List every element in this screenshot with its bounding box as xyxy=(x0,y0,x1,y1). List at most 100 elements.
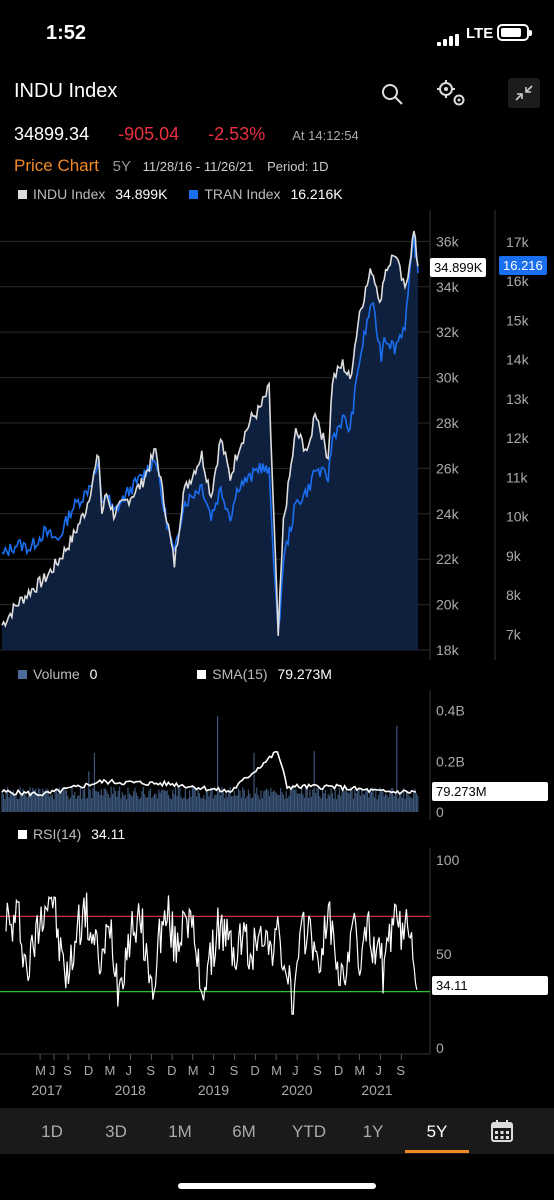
y-tick-label-left: 26k xyxy=(436,460,460,476)
page-title: INDU Index xyxy=(14,80,118,102)
period-1d[interactable]: 1D xyxy=(41,1122,63,1141)
status-time: 1:52 xyxy=(46,22,87,44)
date-range: 11/28/16 - 11/26/21 xyxy=(142,159,254,174)
settings-icon[interactable] xyxy=(434,78,468,110)
rsi-line xyxy=(5,892,418,1015)
signal-icon xyxy=(437,28,461,46)
x-tick-label: D xyxy=(84,1063,93,1078)
net-change: -905.04 xyxy=(118,124,180,144)
period-6m[interactable]: 6M xyxy=(232,1122,256,1141)
period-ytd[interactable]: YTD xyxy=(292,1122,326,1141)
tran-swatch xyxy=(189,190,199,199)
x-tick-label: M xyxy=(354,1063,365,1078)
y-tick-label-left: 30k xyxy=(436,370,460,386)
status-bar: 1:52 LTE xyxy=(0,0,554,60)
y-tick-label-left: 34k xyxy=(436,279,460,295)
range-label[interactable]: 5Y xyxy=(112,158,132,175)
selected-period-underline xyxy=(405,1150,469,1153)
volume-legend: Volume 0 SMA(15) 79.273M xyxy=(18,666,332,682)
volume-y-tick-label: 0 xyxy=(436,804,444,820)
tran-last-tag: 16.216 xyxy=(499,256,547,275)
rsi-legend: RSI(14) 34.11 xyxy=(18,826,125,842)
y-tick-label-right: 12k xyxy=(506,430,530,446)
y-tick-label-right: 7k xyxy=(506,626,522,642)
y-tick-label-right: 9k xyxy=(506,548,522,564)
y-tick-label-left: 18k xyxy=(436,642,460,658)
y-tick-label-left: 22k xyxy=(436,551,460,567)
rsi-legend-name: RSI(14) xyxy=(33,826,82,842)
volume-legend-name: Volume xyxy=(33,666,80,682)
sma-legend-name: SMA(15) xyxy=(212,666,268,682)
calendar-icon[interactable] xyxy=(490,1119,514,1143)
x-year-label: 2019 xyxy=(198,1082,229,1098)
period-1m[interactable]: 1M xyxy=(168,1122,192,1141)
x-tick-label: J xyxy=(375,1063,382,1078)
y-tick-label-right: 13k xyxy=(506,391,530,407)
volume-y-tick-label: 0.4B xyxy=(436,703,465,719)
period-label[interactable]: Period: 1D xyxy=(267,159,329,174)
y-tick-label-right: 15k xyxy=(506,312,530,328)
rsi-last-tag: 34.11 xyxy=(432,976,548,995)
indu-area xyxy=(2,231,418,650)
main-legend: INDU Index 34.899K TRAN Index 16.216K xyxy=(18,186,343,202)
x-tick-label: J xyxy=(49,1063,56,1078)
price-row: 34899.34 -905.04 -2.53% At 14:12:54 xyxy=(14,124,359,145)
x-tick-label: M xyxy=(35,1063,46,1078)
x-tick-label: D xyxy=(167,1063,176,1078)
x-tick-label: J xyxy=(209,1063,216,1078)
x-tick-label: M xyxy=(271,1063,282,1078)
sma-line xyxy=(1,750,417,797)
y-tick-label-left: 24k xyxy=(436,506,460,522)
x-tick-label: J xyxy=(125,1063,132,1078)
period-selector: 1D 3D 1M 6M YTD 1Y 5Y xyxy=(0,1108,554,1154)
pct-change: -2.53% xyxy=(208,124,266,144)
search-icon[interactable] xyxy=(380,82,404,106)
y-tick-label-right: 17k xyxy=(506,234,530,250)
volume-chart[interactable]: 0.4B 0.2B 0 xyxy=(0,690,554,820)
period-5y[interactable]: 5Y xyxy=(426,1122,448,1141)
period-1y[interactable]: 1Y xyxy=(362,1122,384,1141)
x-tick-label: M xyxy=(104,1063,115,1078)
collapse-button[interactable] xyxy=(508,78,540,108)
tran-series-line xyxy=(1,234,419,632)
chart-info-row: Price Chart 5Y 11/28/16 - 11/26/21 Perio… xyxy=(14,156,329,176)
chart-type-label[interactable]: Price Chart xyxy=(14,156,100,175)
last-price: 34899.34 xyxy=(14,124,90,144)
rsi-legend-value: 34.11 xyxy=(91,826,126,842)
indu-last-tag: 34.899K xyxy=(430,258,487,277)
home-indicator[interactable] xyxy=(178,1183,376,1189)
x-tick-label: S xyxy=(313,1063,322,1078)
x-tick-label: S xyxy=(63,1063,72,1078)
x-tick-label: S xyxy=(230,1063,239,1078)
y-tick-label-right: 16k xyxy=(506,273,530,289)
x-tick-label: D xyxy=(250,1063,259,1078)
y-tick-label-right: 10k xyxy=(506,509,530,525)
y-tick-label-left: 36k xyxy=(436,233,460,249)
tran-legend-value: 16.216K xyxy=(290,186,343,202)
indu-legend-name: INDU Index xyxy=(33,186,106,202)
x-tick-label: D xyxy=(334,1063,343,1078)
y-tick-label-left: 20k xyxy=(436,597,460,613)
rsi-swatch xyxy=(18,830,27,839)
sma-swatch xyxy=(197,670,207,679)
y-tick-label-left: 28k xyxy=(436,415,460,431)
x-year-label: 2021 xyxy=(361,1082,392,1098)
volume-swatch xyxy=(18,670,27,679)
battery-icon xyxy=(497,24,532,41)
x-year-label: 2018 xyxy=(115,1082,146,1098)
tran-legend-name: TRAN Index xyxy=(204,186,281,202)
x-year-label: 2020 xyxy=(281,1082,312,1098)
x-tick-label: S xyxy=(396,1063,405,1078)
price-chart[interactable]: 36k 34k 32k 30k 28k 26k 24k 22k 20k 18k 17k 16k 15k 1… xyxy=(0,210,554,660)
y-tick-label-right: 14k xyxy=(506,352,530,368)
y-tick-label-right: 8k xyxy=(506,587,522,603)
y-tick-label-left: 32k xyxy=(436,324,460,340)
indu-series-line xyxy=(1,230,419,636)
as-of-time: At 14:12:54 xyxy=(292,128,359,143)
sma-legend-value: 79.273M xyxy=(277,666,332,682)
period-3d[interactable]: 3D xyxy=(105,1122,127,1141)
x-tick-label: M xyxy=(188,1063,199,1078)
x-year-label: 2017 xyxy=(31,1082,62,1098)
x-tick-label: S xyxy=(146,1063,155,1078)
